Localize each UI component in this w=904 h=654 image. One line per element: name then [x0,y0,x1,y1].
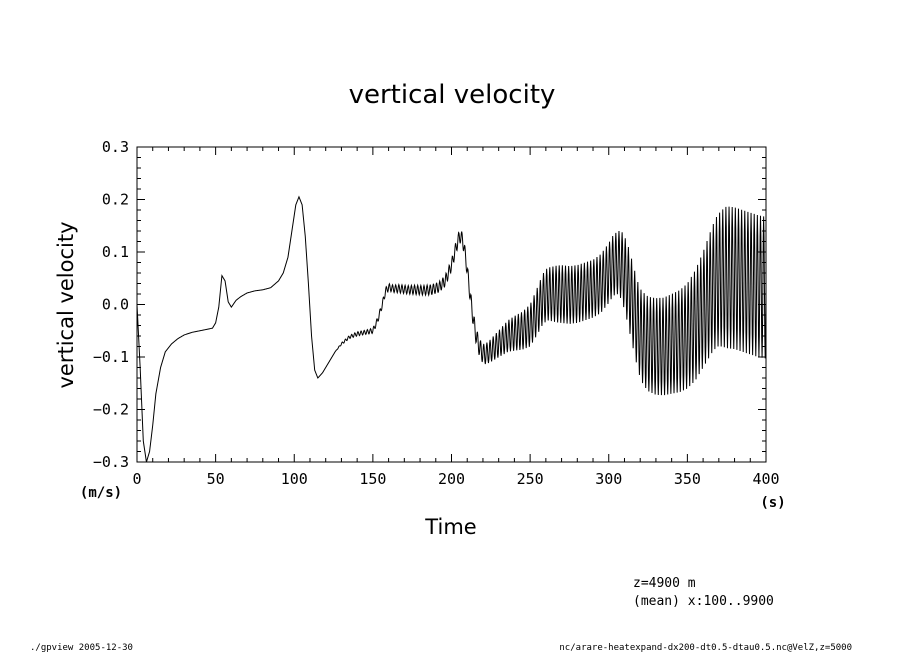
series-layer [137,195,766,462]
x-tick-label: 300 [595,470,622,488]
y-tick-label: −0.2 [93,401,129,419]
y-tick-label: 0.3 [102,138,129,156]
footer-program-date: ./gpview 2005-12-30 [30,643,133,653]
y-tick-label: 0.1 [102,243,129,261]
y-tick-label: 0.2 [102,191,129,209]
series-line-vertical-velocity [137,195,766,462]
y-axis-title: vertical velocity [54,221,78,388]
y-tick-label: −0.3 [93,453,129,471]
annotation-mean-range: (mean) x:100..9900 [633,594,774,609]
x-tick-label: 400 [752,470,779,488]
y-tick-label: −0.1 [93,348,129,366]
y-tick-label: 0.0 [102,296,129,314]
chart-title: vertical velocity [349,80,556,110]
annotation-height: z=4900 m [633,576,696,591]
x-axis-unit: (s) [760,495,785,511]
x-tick-label: 350 [674,470,701,488]
x-tick-label: 100 [281,470,308,488]
x-tick-label: 0 [132,470,141,488]
x-tick-label: 50 [207,470,225,488]
x-axis: 0 50 100 150 200 250 300 350 400 [132,147,780,488]
x-tick-label: 200 [438,470,465,488]
x-axis-title: Time [424,515,476,539]
x-tick-label: 150 [359,470,386,488]
plot-area [136,146,767,463]
footer-source-file: nc/arare-heatexpand-dx200-dt0.5-dtau0.5.… [559,643,852,653]
x-tick-label: 250 [517,470,544,488]
y-axis-unit: (m/s) [80,485,122,501]
y-axis: −0.3 −0.2 −0.1 0.0 0.1 0.2 0.3 [93,138,766,471]
